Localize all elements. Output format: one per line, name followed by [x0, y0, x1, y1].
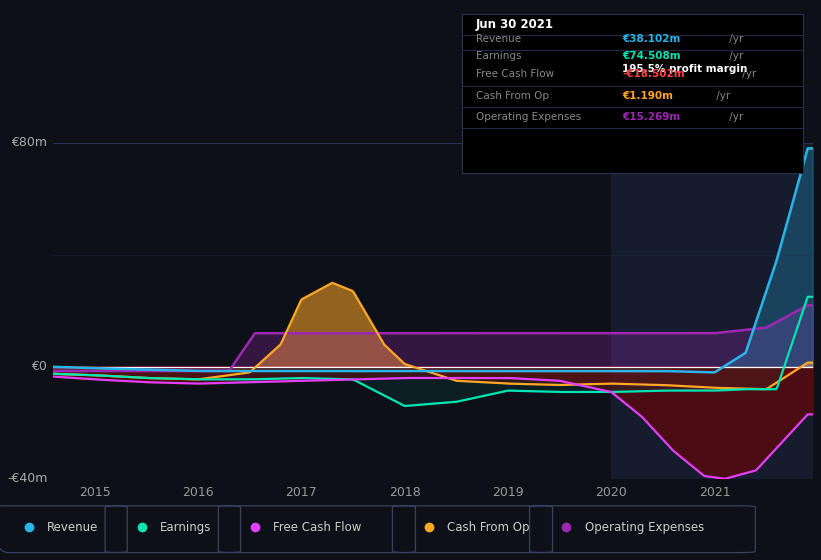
Text: -€40m: -€40m [7, 472, 48, 486]
Text: Free Cash Flow: Free Cash Flow [475, 69, 554, 80]
Text: -€18.502m: -€18.502m [622, 69, 685, 80]
Text: Operating Expenses: Operating Expenses [585, 521, 704, 534]
Text: €80m: €80m [11, 136, 48, 150]
Text: Revenue: Revenue [475, 35, 521, 44]
Bar [612, 143, 818, 479]
Text: /yr: /yr [713, 91, 730, 101]
Text: /yr: /yr [739, 69, 756, 80]
Text: €38.102m: €38.102m [622, 35, 681, 44]
Text: Cash From Op: Cash From Op [475, 91, 548, 101]
Text: /yr: /yr [726, 35, 743, 44]
Text: €74.508m: €74.508m [622, 52, 681, 62]
Text: Revenue: Revenue [47, 521, 99, 534]
Text: €15.269m: €15.269m [622, 112, 681, 122]
Text: Free Cash Flow: Free Cash Flow [273, 521, 362, 534]
Text: Earnings: Earnings [475, 52, 521, 62]
Text: €0: €0 [31, 360, 48, 374]
Text: €1.190m: €1.190m [622, 91, 673, 101]
Text: Earnings: Earnings [160, 521, 212, 534]
Text: 195.5% profit margin: 195.5% profit margin [622, 64, 748, 74]
Text: Operating Expenses: Operating Expenses [475, 112, 581, 122]
Text: /yr: /yr [726, 52, 743, 62]
Text: Jun 30 2021: Jun 30 2021 [475, 18, 553, 31]
Text: /yr: /yr [726, 112, 743, 122]
Text: Cash From Op: Cash From Op [447, 521, 530, 534]
